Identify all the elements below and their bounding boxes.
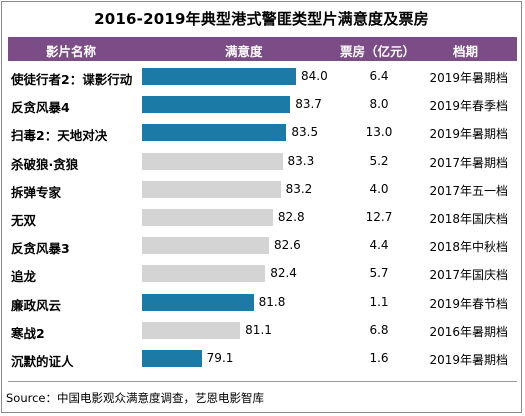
release-period: 2018年中秋档 [429,240,508,255]
box-office-value: 6.8 [369,322,389,337]
satisfaction-bar [142,124,287,142]
release-period: 2016年暑期档 [429,324,508,339]
release-period: 2019年暑期档 [429,71,508,85]
header-film-name: 影片名称 [46,44,97,59]
box-office-value: 5.2 [369,153,389,168]
satisfaction-value: 82.6 [274,238,301,253]
source-divider [8,381,517,382]
satisfaction-bar [142,68,296,85]
release-period: 2017年暑期档 [429,155,508,170]
satisfaction-value: 79.1 [206,351,234,365]
film-name: 无双 [11,213,37,228]
release-period: 2017年国庆档 [429,268,508,283]
film-name: 杀破狼·贪狼 [11,156,79,172]
satisfaction-bar [142,209,273,226]
release-period: 2019年暑期档 [429,127,508,142]
satisfaction-bar [142,293,254,311]
satisfaction-value: 83.2 [285,181,313,196]
release-period: 2017年五一档 [429,183,508,198]
film-name: 追龙 [11,269,37,285]
film-name: 廉政风云 [11,297,62,313]
box-office-value: 1.6 [369,351,389,365]
satisfaction-bar [142,265,266,283]
table-header: 影片名称 满意度 票房（亿元） 档期 [8,37,517,61]
satisfaction-value: 83.5 [291,125,319,140]
satisfaction-value: 81.8 [258,294,286,309]
film-name: 寒战2 [11,325,45,341]
film-name: 拆弹专家 [11,184,62,200]
satisfaction-bar [142,350,202,367]
film-name: 沉默的证人 [11,354,74,369]
film-name: 扫毒2：天地对决 [11,128,108,144]
satisfaction-value: 83.7 [295,97,322,112]
satisfaction-value: 82.8 [277,210,305,224]
satisfaction-value: 81.1 [245,322,272,337]
film-name: 反贪风暴4 [11,100,70,116]
satisfaction-bar [142,152,283,170]
satisfaction-bar [142,237,270,255]
header-satisfaction: 满意度 [225,44,263,59]
chart-title: 2016-2019年典型港式警匪类型片满意度及票房 [94,10,429,28]
box-office-value: 1.1 [369,294,389,309]
release-period: 2019年春季档 [429,99,508,114]
release-period: 2019年暑期档 [429,353,508,367]
satisfaction-bar [142,180,281,198]
film-name: 反贪风暴3 [11,241,70,257]
source-note: Source：中国电影观众满意度调查，艺恩电影智库 [6,391,264,405]
box-office-value: 5.7 [369,266,389,281]
satisfaction-value: 83.3 [287,153,315,168]
satisfaction-value: 82.4 [270,266,297,281]
box-office-value: 4.4 [369,238,389,253]
satisfaction-bar [142,96,291,114]
header-period: 档期 [453,44,479,59]
box-office-value: 12.7 [365,210,393,224]
box-office-value: 13.0 [365,125,393,140]
release-period: 2019年春节档 [429,296,508,311]
box-office-value: 6.4 [369,69,389,83]
satisfaction-bar [142,321,241,339]
header-box-office: 票房（亿元） [340,44,416,59]
box-office-value: 4.0 [369,181,389,196]
film-name: 使徒行者2：谍影行动 [11,72,133,87]
satisfaction-value: 84.0 [301,69,328,83]
box-office-value: 8.0 [369,97,389,112]
release-period: 2018年国庆档 [429,212,508,226]
